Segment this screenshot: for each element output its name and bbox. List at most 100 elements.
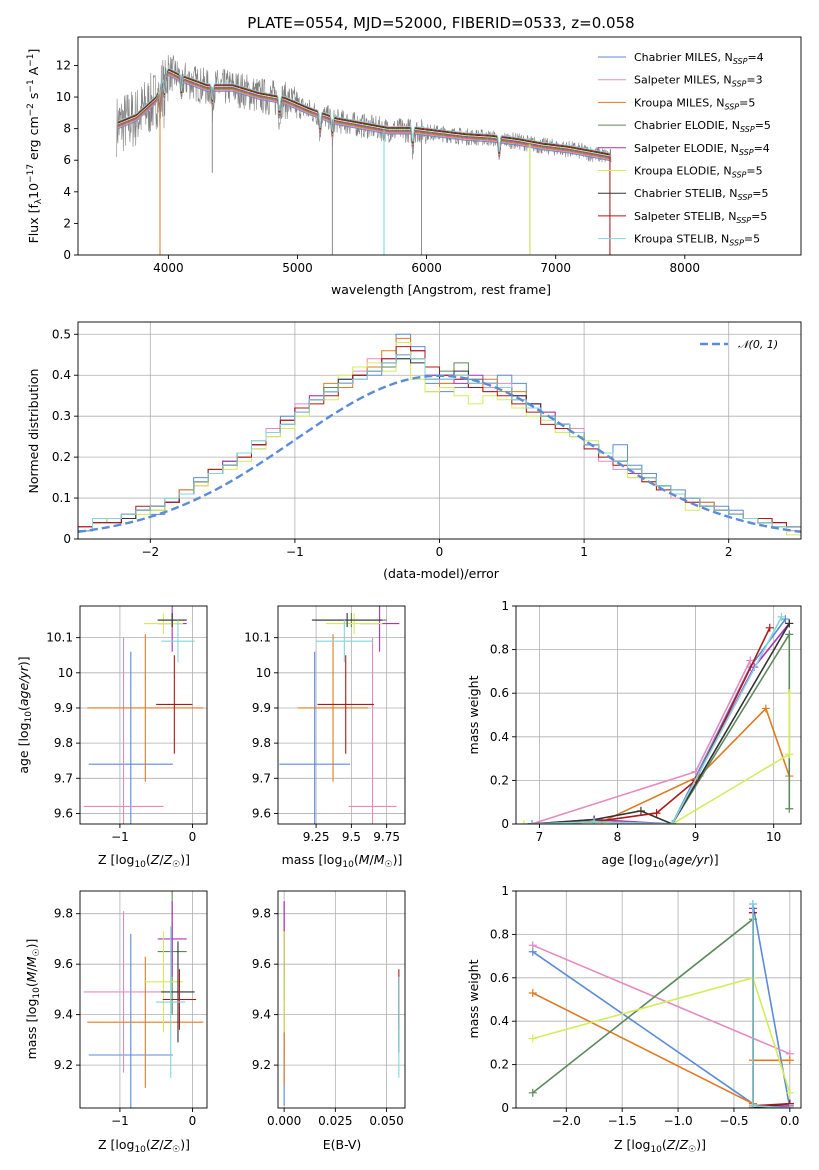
x-tick-label: 8000 <box>670 261 701 275</box>
legend-label: Kroupa ELODIE, NSSP=5 <box>634 165 763 180</box>
y-tick-label: 0.6 <box>490 686 509 700</box>
spectrum-panel: wavelength [Angstrom, rest frame] Flux [… <box>26 36 802 297</box>
y-tick-label: 0.5 <box>52 327 71 341</box>
plus-marker <box>785 1056 794 1065</box>
spectrum-legend: Chabrier MILES, NSSP=4 Salpeter MILES, NS… <box>598 51 771 248</box>
mw-age-ylabel: mass weight <box>466 675 481 754</box>
y-tick-label: 9.6 <box>54 806 73 820</box>
x-tick-label: 0.000 <box>267 1114 301 1128</box>
y-tick-label: 0.4 <box>52 368 71 382</box>
plus-marker <box>785 689 794 698</box>
plot-area <box>283 901 400 1106</box>
massweight-vs-age-panel: age [log10(age/yr)] mass weight 7 8 9 10 0 0.… <box>466 599 802 870</box>
x-tick-label: 4000 <box>153 261 184 275</box>
mw-age-xlabel: age [log10(age/yr)] <box>601 852 718 870</box>
x-tick-label: −1.0 <box>663 1114 692 1128</box>
y-tick-label: 0.1 <box>52 491 71 505</box>
legend-label: Salpeter MILES, NSSP=3 <box>634 74 763 89</box>
plot-area <box>279 606 400 824</box>
spectrum-xlabel: wavelength [Angstrom, rest frame] <box>331 282 551 297</box>
y-tick-label: 9.2 <box>54 1058 73 1072</box>
x-tick-label: 1 <box>580 545 588 559</box>
x-tick-label: 0 <box>189 1114 197 1128</box>
y-tick-label: 9.6 <box>252 957 271 971</box>
y-tick-label: 9.6 <box>252 806 271 820</box>
y-tick-label: 9.8 <box>252 907 271 921</box>
y-tick-label: 0 <box>63 532 71 546</box>
mass-vs-metallicity-panel: Z [log10(Z/Z☉)] mass [log10(M/M☉)] −1 0 9.… <box>24 890 208 1155</box>
axes-frame <box>277 605 406 825</box>
y-tick-label: 1 <box>501 884 509 898</box>
x-tick-label: −0.5 <box>719 1114 748 1128</box>
legend-label: Chabrier ELODIE, NSSP=5 <box>634 119 771 134</box>
figure-title: PLATE=0554, MJD=52000, FIBERID=0533, z=0… <box>247 14 634 32</box>
y-tick-label: 10 <box>58 666 73 680</box>
axes-frame <box>277 890 406 1109</box>
massweight-line <box>531 707 791 824</box>
y-tick-label: 1 <box>501 599 509 613</box>
y-tick-label: 6 <box>63 153 71 167</box>
y-tick-label: 0 <box>63 248 71 262</box>
y-tick-label: 0 <box>501 1101 509 1115</box>
spectrum-ylabel: Flux [fλ10−17 erg cm−2 s−1 A−1] <box>26 49 44 244</box>
y-tick-label: 0.4 <box>490 1014 509 1028</box>
massweight-line <box>531 616 783 824</box>
y-tick-label: 0.2 <box>52 450 71 464</box>
x-tick-label: 9.5 <box>342 830 361 844</box>
massweight-line <box>523 693 791 824</box>
age-vs-mass-panel: mass [log10(M/M☉)] 9.25 9.5 9.75 9.6 9.7 9.8 9… <box>244 605 406 870</box>
legend-label: Kroupa STELIB, NSSP=5 <box>634 233 760 248</box>
histogram-step <box>78 354 801 539</box>
plus-marker <box>636 806 645 815</box>
x-tick-label: −2.0 <box>552 1114 581 1128</box>
y-tick-label: 0.4 <box>490 730 509 744</box>
x-tick-label: 10 <box>766 830 781 844</box>
plot-area <box>116 54 612 255</box>
massweight-line <box>532 917 790 1108</box>
plus-marker <box>590 817 599 824</box>
y-tick-label: 9.9 <box>252 701 271 715</box>
plus-marker <box>785 619 794 628</box>
legend-label: Kroupa MILES, NSSP=5 <box>634 96 755 111</box>
y-tick-label: 0.8 <box>490 643 509 657</box>
plot-area <box>528 900 794 1108</box>
x-tick-label: 7 <box>536 830 544 844</box>
plus-marker <box>761 704 770 713</box>
x-tick-label: 8 <box>614 830 622 844</box>
x-tick-label: 5000 <box>282 261 313 275</box>
y-tick-label: 9.8 <box>252 736 271 750</box>
plot-area <box>83 606 204 824</box>
plus-marker <box>746 656 755 665</box>
x-tick-label: 9 <box>692 830 700 844</box>
axes-frame <box>515 890 802 1109</box>
age-mass-xlabel: mass [log10(M/M☉)] <box>282 852 403 870</box>
y-tick-label: 9.6 <box>54 957 73 971</box>
x-tick-label: 0.050 <box>369 1114 403 1128</box>
y-tick-label: 0.2 <box>490 1058 509 1072</box>
axes-frame <box>77 321 802 540</box>
x-tick-label: −2 <box>141 545 159 559</box>
massweight-line <box>532 976 791 1094</box>
plus-marker <box>765 623 774 632</box>
mass-ebv-xlabel: E(B-V) <box>323 1137 362 1152</box>
y-tick-label: 0.3 <box>52 409 71 423</box>
plus-marker <box>528 988 537 997</box>
massweight-line <box>532 944 791 1055</box>
plus-marker <box>748 900 757 909</box>
y-tick-label: 9.4 <box>54 1008 73 1022</box>
massweight-line <box>532 992 790 1105</box>
model-spectrum-line <box>117 72 610 160</box>
plus-marker <box>785 750 794 759</box>
x-tick-label: 6000 <box>411 261 442 275</box>
massweight-line <box>531 660 751 824</box>
y-tick-label: 9.7 <box>252 771 271 785</box>
model-spectrum-line <box>117 69 610 156</box>
plus-marker <box>668 820 677 824</box>
model-spectrum-line <box>117 74 610 162</box>
mw-z-ylabel: mass weight <box>466 959 481 1038</box>
x-tick-label: −1 <box>111 1114 129 1128</box>
x-tick-label: 0 <box>189 830 197 844</box>
plus-marker <box>519 820 528 824</box>
y-tick-label: 10 <box>56 90 71 104</box>
